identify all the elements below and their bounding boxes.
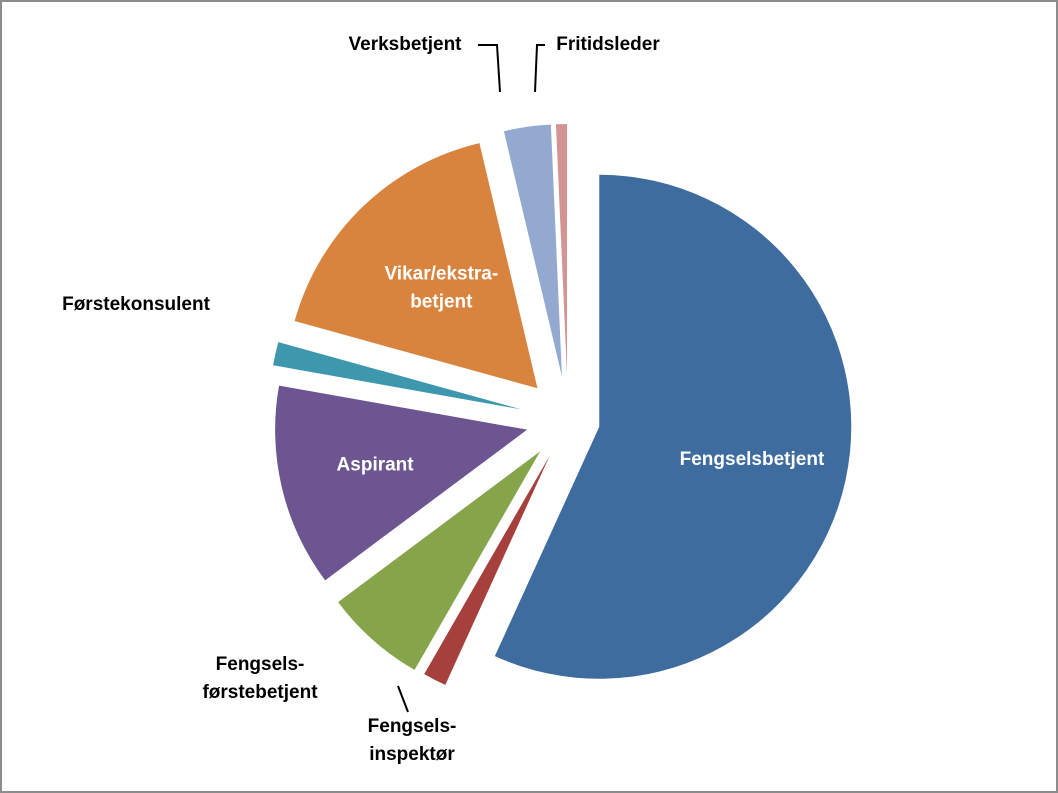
label-line: Førstekonsulent xyxy=(62,294,210,315)
pie-slice xyxy=(424,455,550,685)
pie-slice xyxy=(338,451,541,670)
pie-slice xyxy=(503,124,562,377)
pie-slice xyxy=(273,342,522,410)
label-line: Fritidsleder xyxy=(556,34,660,55)
slice-label: Verksbetjent xyxy=(349,34,463,55)
pie-slice xyxy=(555,124,568,377)
slice-label: Aspirant xyxy=(337,455,415,476)
pie-slice xyxy=(294,143,538,389)
leader-line xyxy=(534,44,545,93)
label-line: Fengsels- xyxy=(216,654,305,675)
pie-slice xyxy=(275,385,528,581)
label-line: Fengselsbetjent xyxy=(680,449,825,470)
slice-label: Fengsels-førstebetjent xyxy=(202,654,318,703)
slice-label: Vikar/ekstra-betjent xyxy=(384,263,498,312)
label-line: Fengsels- xyxy=(368,716,457,737)
label-line: betjent xyxy=(410,291,473,312)
label-line: Verksbetjent xyxy=(349,34,463,55)
slice-label: Fengsels-inspektør xyxy=(368,716,457,765)
label-line: inspektør xyxy=(369,744,455,765)
label-line: Vikar/ekstra- xyxy=(384,263,498,284)
label-line: førstebetjent xyxy=(202,682,318,703)
slice-label: Fritidsleder xyxy=(556,34,660,55)
leader-line xyxy=(478,44,501,93)
leader-line xyxy=(397,685,409,713)
slice-label: Fengselsbetjent xyxy=(680,449,825,470)
pie-slice xyxy=(494,174,852,679)
slice-label: Førstekonsulent xyxy=(62,294,210,315)
label-line: Aspirant xyxy=(337,455,415,476)
